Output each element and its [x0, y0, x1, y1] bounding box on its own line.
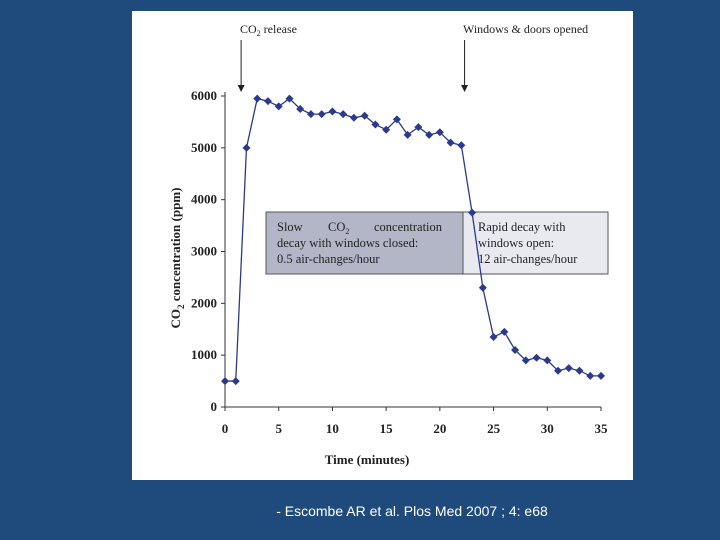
- data-point: [253, 94, 262, 103]
- box-closed-line2: decay with windows closed:: [277, 236, 418, 250]
- y-tick-label: 3000: [191, 244, 217, 259]
- y-tick-label: 1000: [191, 347, 217, 362]
- data-point: [231, 377, 240, 386]
- data-point: [521, 356, 530, 365]
- y-tick-label: 5000: [191, 140, 217, 155]
- data-point: [457, 141, 466, 150]
- x-tick-label: 20: [433, 421, 446, 436]
- box-open-line3: 12 air-changes/hour: [478, 252, 578, 266]
- data-point: [371, 120, 380, 129]
- x-axis-label: Time (minutes): [325, 452, 410, 467]
- data-point: [242, 143, 251, 152]
- co2-chart: CO2 release Windows & doors opened Slow C…: [168, 22, 609, 467]
- data-point: [285, 94, 294, 103]
- box-windows-open: [462, 211, 609, 275]
- data-point: [296, 104, 305, 113]
- release-arrowhead: [237, 85, 245, 92]
- data-point: [328, 107, 337, 116]
- data-point: [554, 366, 563, 375]
- x-tick-label: 25: [487, 421, 501, 436]
- x-tick-label: 5: [275, 421, 282, 436]
- data-point: [575, 366, 584, 375]
- data-point: [446, 138, 455, 147]
- x-tick-label: 15: [380, 421, 394, 436]
- data-point: [349, 113, 358, 122]
- citation: - Escombe AR et al. Plos Med 2007 ; 4: e…: [276, 503, 548, 519]
- y-ticks: 0 1000 2000 3000 4000 5000 6000: [191, 88, 225, 414]
- release-label: CO2 release: [240, 22, 297, 38]
- data-point: [360, 111, 369, 120]
- data-point: [339, 110, 348, 119]
- data-point: [382, 125, 391, 134]
- data-point: [532, 353, 541, 362]
- data-point: [597, 371, 605, 380]
- box-closed-line1: Slow CO2 concentration: [277, 220, 443, 236]
- x-tick-label: 0: [222, 421, 229, 436]
- x-tick-label: 35: [595, 421, 609, 436]
- data-point: [468, 208, 477, 217]
- data-point: [392, 115, 401, 124]
- box-closed-line3: 0.5 air-changes/hour: [277, 252, 380, 266]
- y-tick-label: 6000: [191, 88, 217, 103]
- opened-arrowhead: [461, 85, 469, 92]
- y-tick-label: 2000: [191, 295, 217, 310]
- data-point: [306, 110, 315, 119]
- data-point: [263, 97, 272, 106]
- y-tick-label: 4000: [191, 192, 217, 207]
- box-open-line1: Rapid decay with: [478, 220, 566, 234]
- y-axis-label: CO2 concentration (ppm): [168, 188, 186, 329]
- data-point: [403, 130, 412, 139]
- data-point: [586, 371, 595, 380]
- data-point: [435, 128, 444, 137]
- data-point: [489, 333, 498, 342]
- data-point: [543, 356, 552, 365]
- data-point: [425, 130, 434, 139]
- x-tick-label: 10: [326, 421, 339, 436]
- opened-label: Windows & doors opened: [463, 22, 588, 36]
- data-point: [317, 110, 326, 119]
- data-point: [511, 345, 520, 354]
- x-ticks: 0 5 10 15 20 25 30 35: [222, 407, 608, 436]
- box-open-line2: windows open:: [478, 236, 554, 250]
- chart-figure: CO2 release Windows & doors opened Slow C…: [132, 11, 633, 480]
- data-point: [414, 123, 423, 132]
- y-tick-label: 0: [211, 399, 218, 414]
- box-windows-closed: [265, 211, 464, 275]
- data-point: [500, 327, 509, 336]
- series-markers: [221, 94, 605, 386]
- data-point: [478, 283, 487, 292]
- x-tick-label: 30: [541, 421, 554, 436]
- data-point: [221, 377, 229, 386]
- data-point: [564, 364, 573, 373]
- data-point: [274, 102, 283, 111]
